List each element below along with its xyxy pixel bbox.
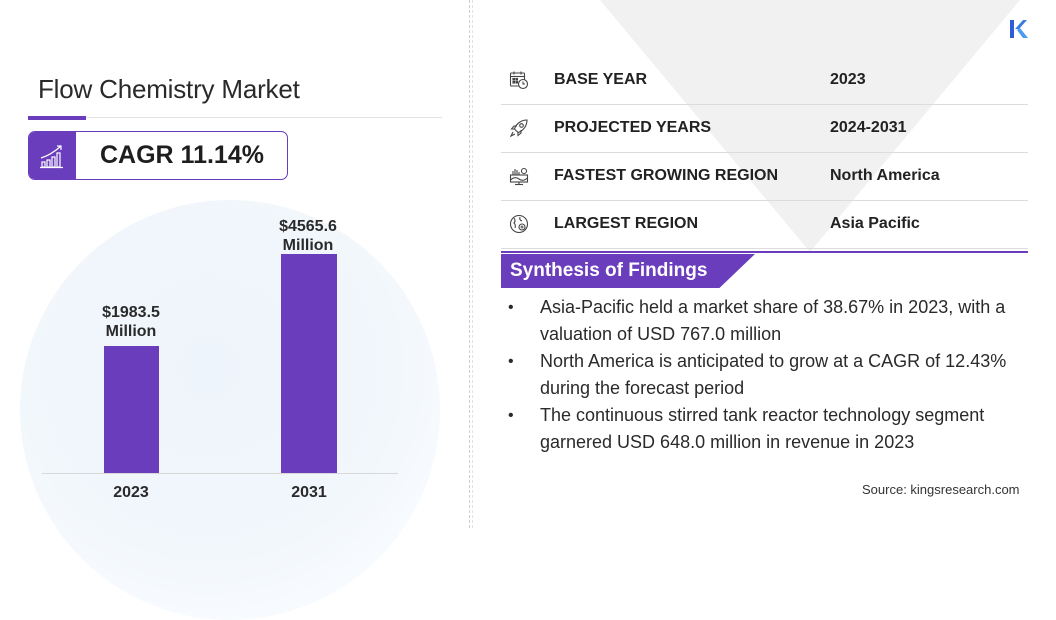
bar-value: $4565.6	[279, 218, 337, 235]
info-row-base-year: BASE YEAR 2023	[501, 56, 1028, 105]
synthesis-title: Synthesis of Findings	[510, 260, 708, 281]
rocket-icon	[509, 118, 529, 138]
background-triangle	[600, 0, 1020, 252]
cagr-value: CAGR 11.14%	[100, 141, 264, 169]
info-label: FASTEST GROWING REGION	[554, 167, 779, 184]
bar-unit: Million	[105, 323, 157, 340]
panel-divider-secondary	[472, 0, 473, 528]
finding-item: The continuous stirred tank reactor tech…	[506, 402, 1036, 456]
chart-baseline	[42, 473, 398, 474]
synthesis-header-banner	[501, 254, 755, 288]
info-value: Asia Pacific	[830, 215, 920, 232]
findings-list: Asia-Pacific held a market share of 38.6…	[506, 294, 1036, 456]
panel-divider	[469, 0, 470, 528]
kings-research-logo	[1008, 18, 1030, 40]
world-map-background	[20, 200, 440, 620]
info-row-projected-years: PROJECTED YEARS 2024-2031	[501, 104, 1028, 153]
calendar-clock-icon	[509, 70, 529, 90]
growth-chart-icon	[29, 132, 76, 179]
info-value: North America	[830, 167, 940, 184]
finding-item: North America is anticipated to grow at …	[506, 348, 1036, 402]
source-credit: Source: kingsresearch.com	[862, 482, 1020, 497]
bar-label-2031: $4565.6 Million	[248, 217, 368, 255]
title-accent-bar	[28, 116, 86, 120]
info-label: LARGEST REGION	[554, 215, 699, 232]
x-axis-label-2031: 2031	[291, 484, 327, 501]
info-row-fastest-growing-region: FASTEST GROWING REGION North America	[501, 152, 1028, 201]
bar-value: $1983.5	[102, 304, 160, 321]
globe-icon	[509, 214, 529, 234]
info-label: PROJECTED YEARS	[554, 119, 712, 136]
x-axis-label-2023: 2023	[113, 484, 149, 501]
title-divider	[28, 117, 442, 118]
bar-2023	[104, 346, 159, 473]
info-label: BASE YEAR	[554, 71, 648, 88]
bar-unit: Million	[282, 237, 334, 254]
info-value: 2023	[830, 71, 866, 88]
finding-item: Asia-Pacific held a market share of 38.6…	[506, 294, 1036, 348]
synthesis-top-rule	[501, 251, 1028, 253]
info-value: 2024-2031	[830, 119, 907, 136]
bar-label-2023: $1983.5 Million	[71, 303, 191, 341]
cagr-badge: CAGR 11.14%	[28, 131, 288, 180]
bar-2031	[281, 254, 337, 473]
page-title: Flow Chemistry Market	[38, 74, 300, 104]
info-row-largest-region: LARGEST REGION Asia Pacific	[501, 200, 1028, 249]
growth-landscape-icon	[509, 166, 529, 186]
